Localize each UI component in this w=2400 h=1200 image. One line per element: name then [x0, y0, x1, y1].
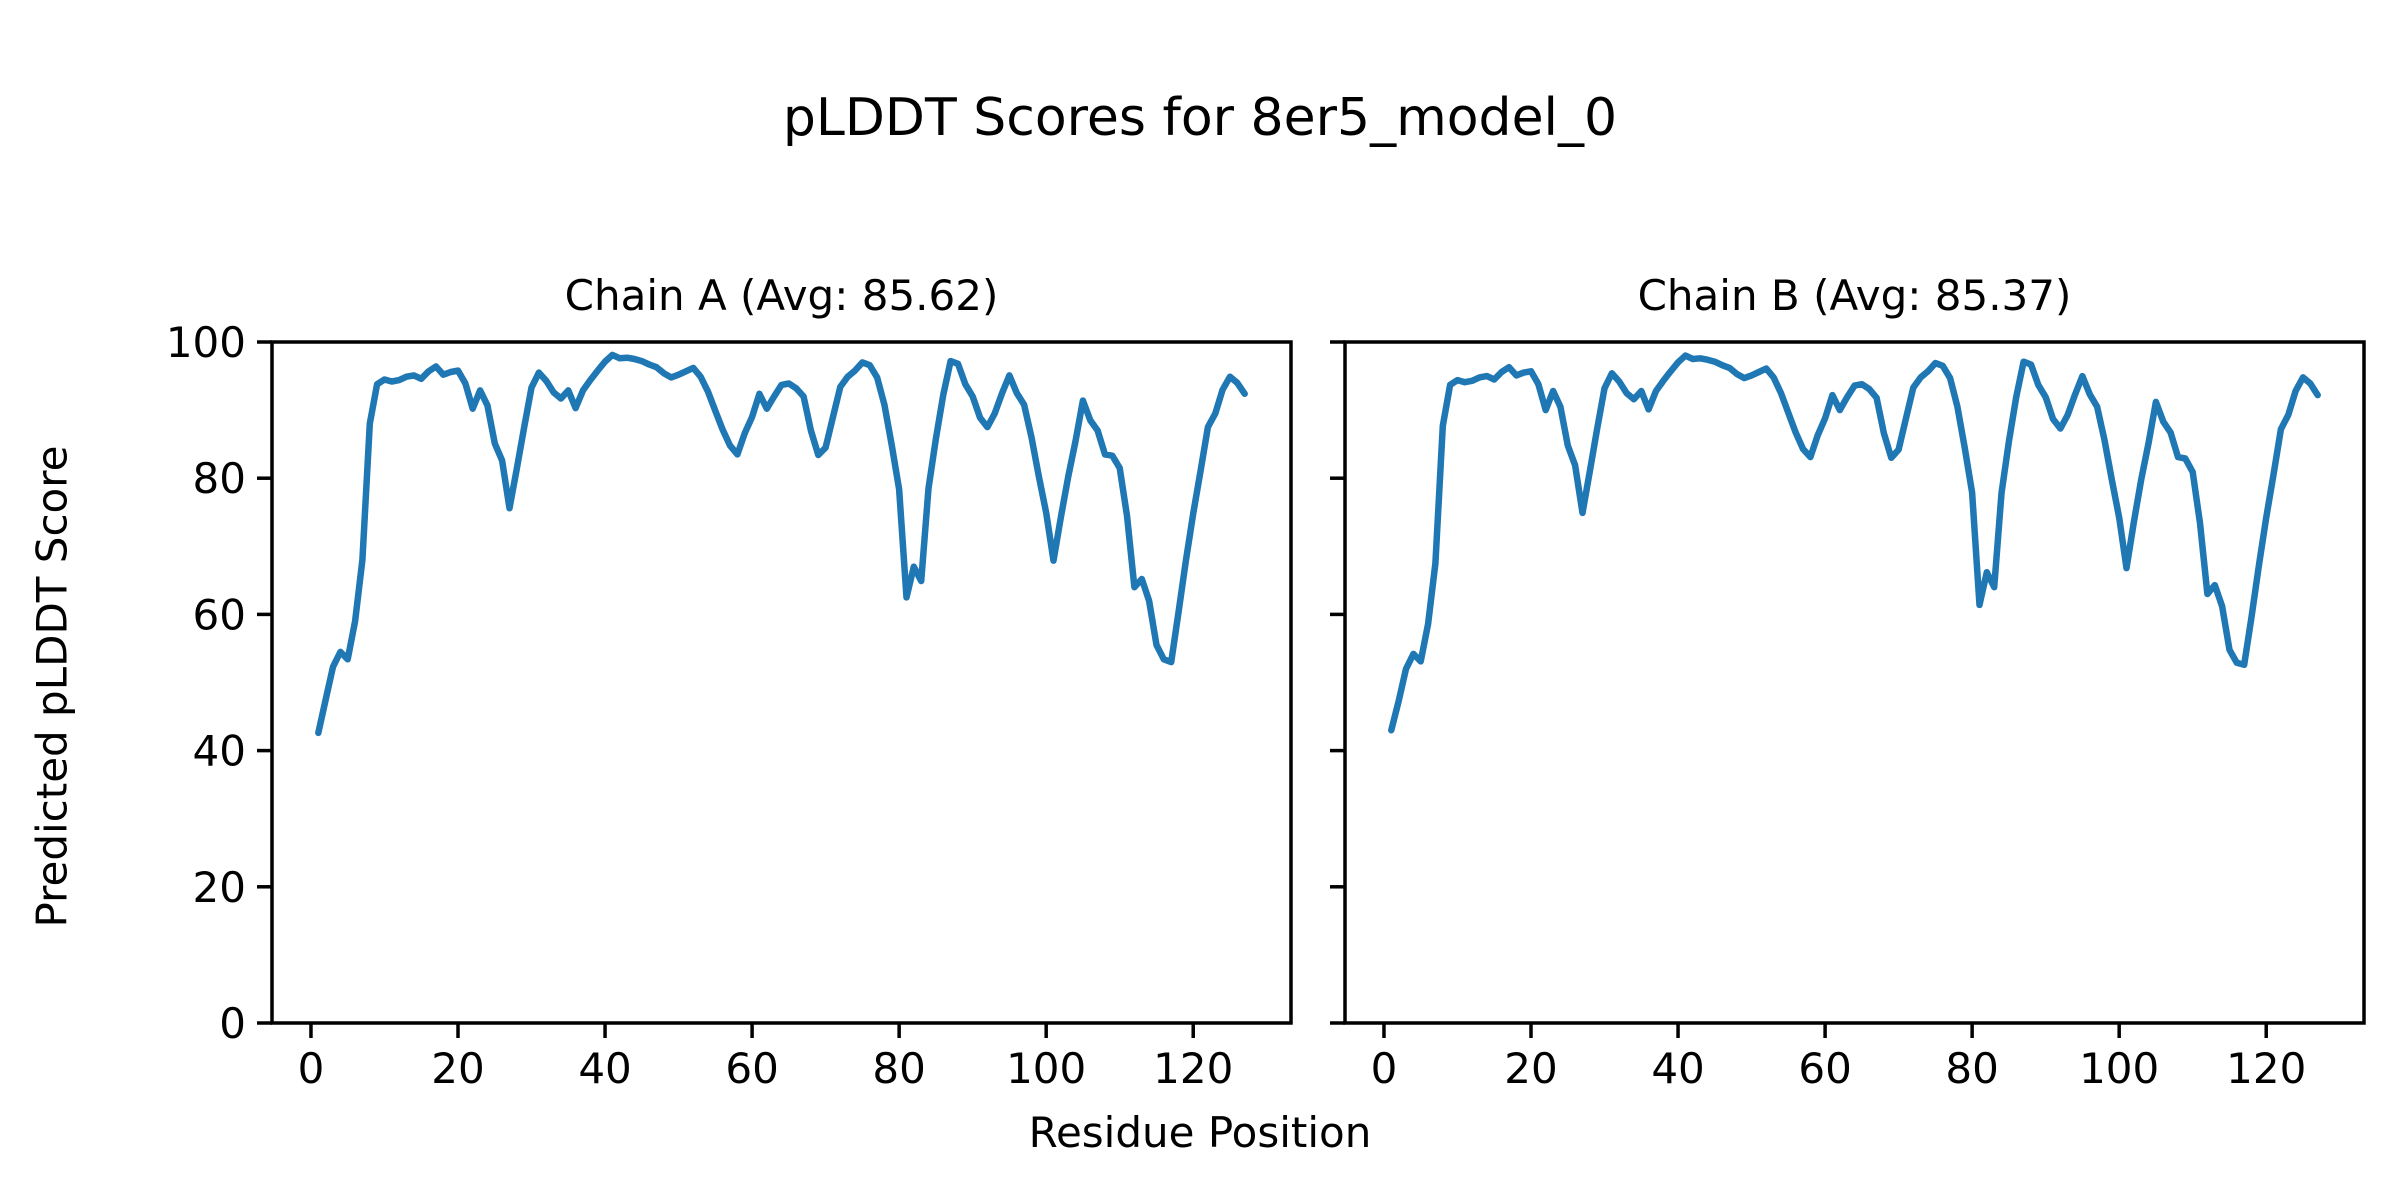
x-tick-label: 60: [725, 1044, 778, 1093]
x-tick-label: 40: [1651, 1044, 1704, 1093]
axes-frame: [270, 340, 1293, 1025]
x-tick-label: 40: [578, 1044, 631, 1093]
x-tick-label: 120: [2226, 1044, 2306, 1093]
figure-title: pLDDT Scores for 8er5_model_0: [782, 88, 1618, 148]
y-tick-label: 0: [219, 999, 246, 1048]
y-tick-label: 100: [166, 318, 246, 367]
y-tick-label: 40: [193, 727, 246, 776]
x-tick-label: 80: [872, 1044, 925, 1093]
x-tick-label: 20: [431, 1044, 484, 1093]
x-tick-label: 0: [298, 1044, 325, 1093]
x-tick-label: 60: [1798, 1044, 1851, 1093]
y-tick-label: 20: [193, 863, 246, 912]
x-tick-label: 20: [1504, 1044, 1557, 1093]
y-axis-label: Predicted pLDDT Score: [27, 445, 77, 928]
subplot-title: Chain A (Avg: 85.62): [565, 271, 999, 320]
y-tick-label: 80: [193, 454, 246, 503]
subplot-title: Chain B (Avg: 85.37): [1638, 271, 2072, 320]
plddt-line: [1388, 352, 2321, 734]
x-tick-label: 0: [1371, 1044, 1398, 1093]
axes-frame: [1343, 340, 2366, 1025]
x-tick-label: 100: [1006, 1044, 1086, 1093]
y-tick-label: 60: [193, 590, 246, 639]
x-tick-label: 100: [2079, 1044, 2159, 1093]
x-tick-label: 80: [1945, 1044, 1998, 1093]
x-tick-label: 120: [1153, 1044, 1233, 1093]
plddt-line: [315, 351, 1248, 737]
x-axis-label: Residue Position: [1028, 1108, 1372, 1157]
